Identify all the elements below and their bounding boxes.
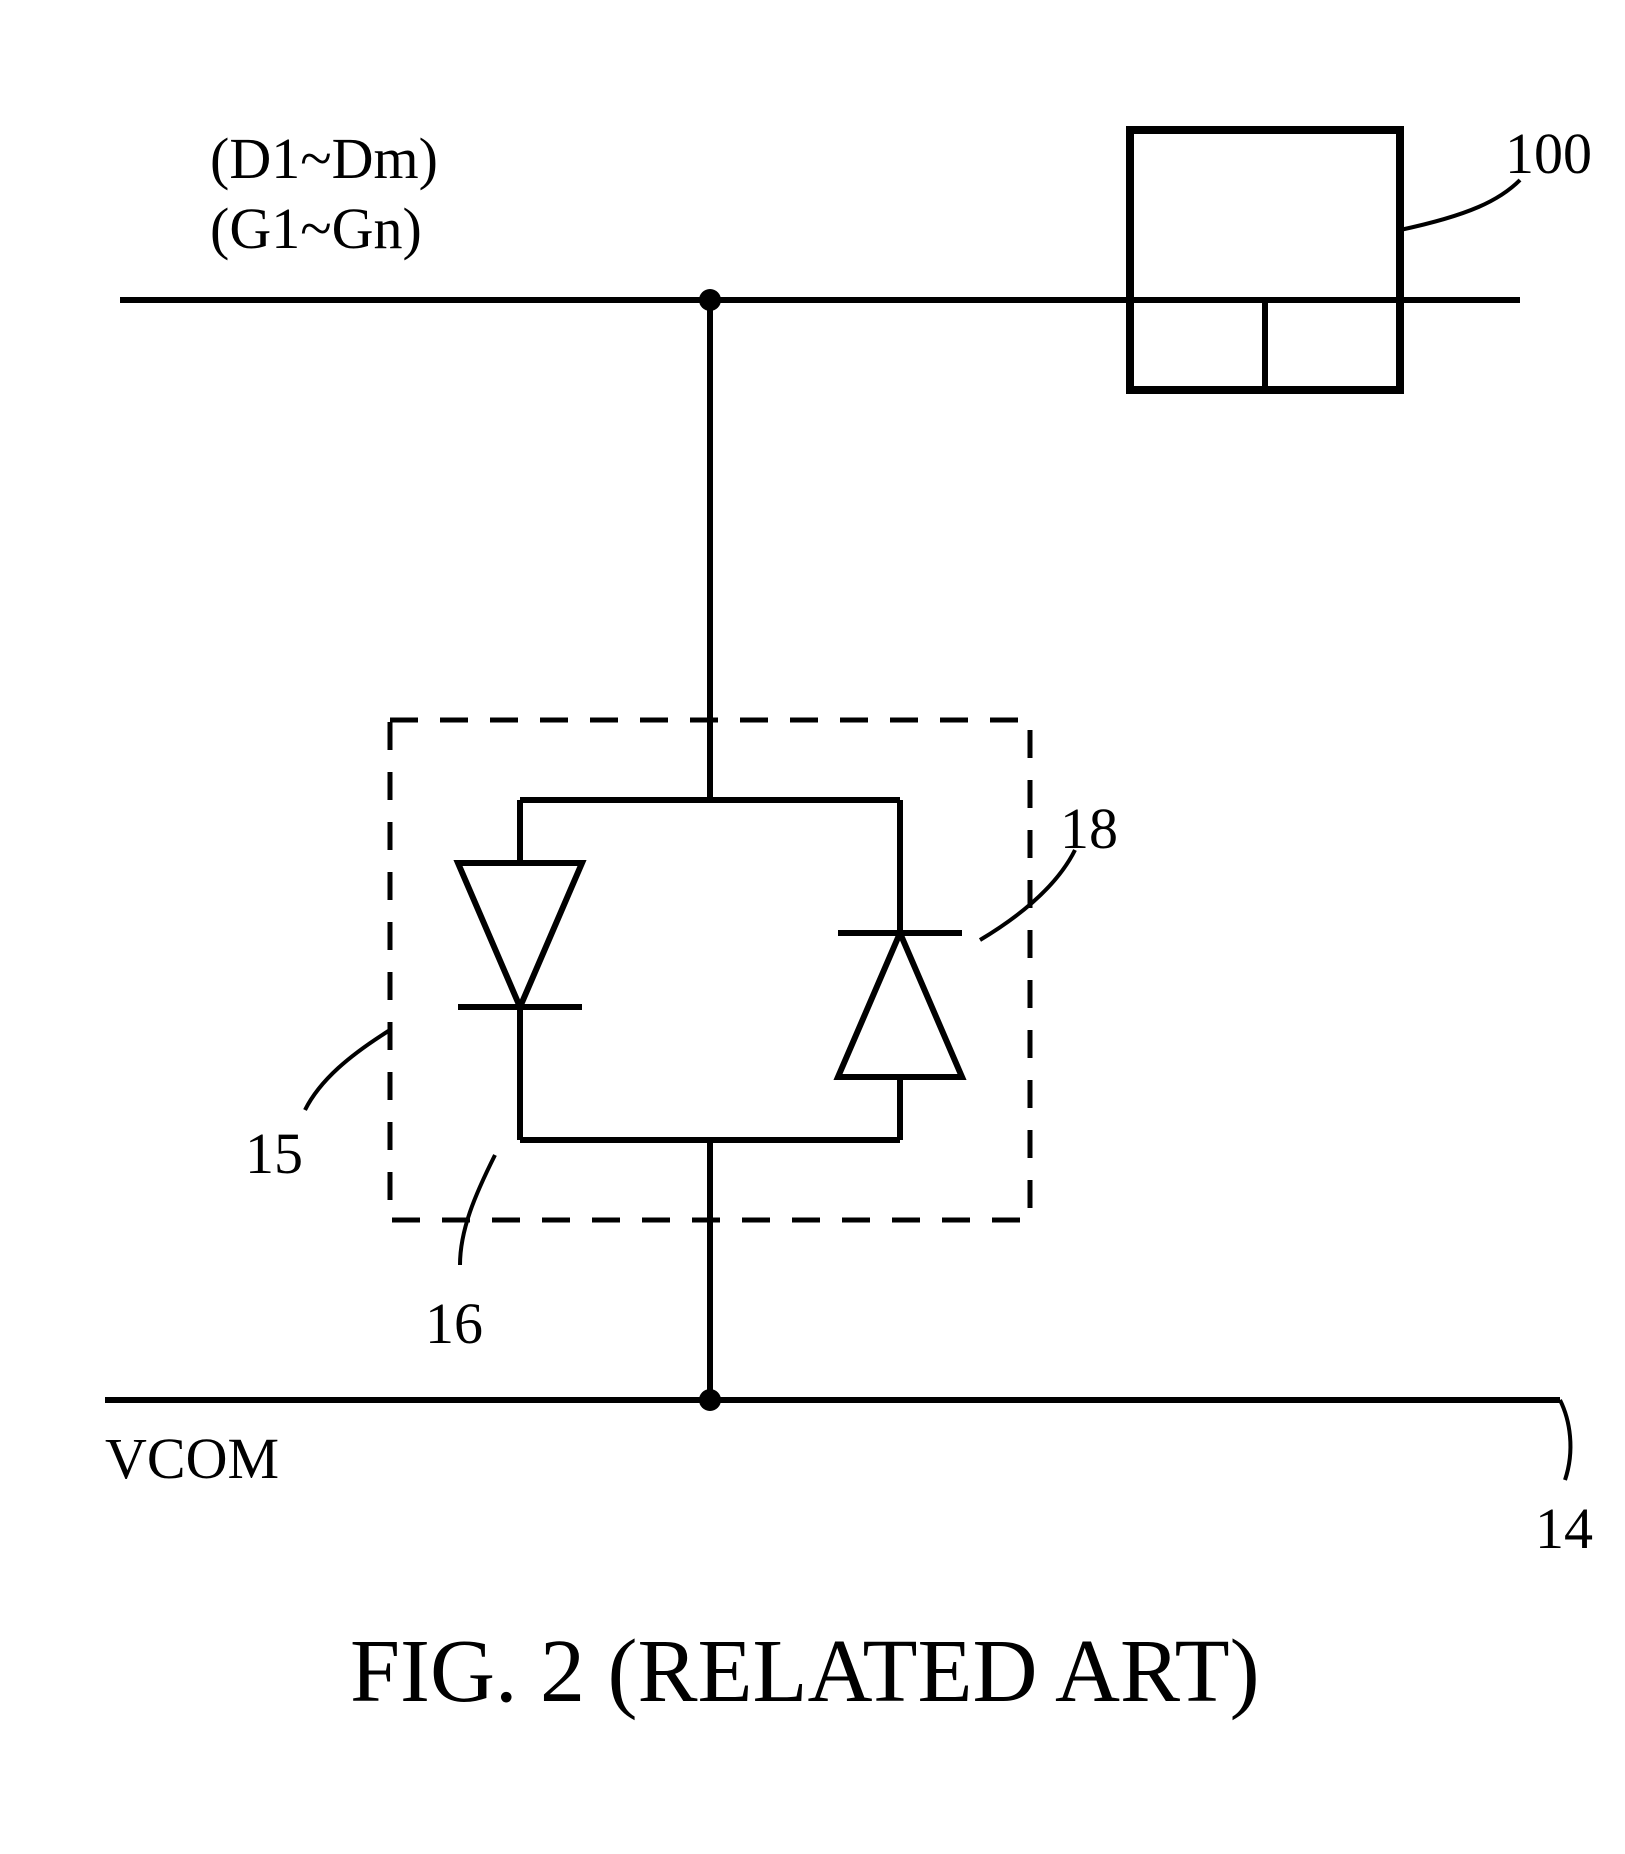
label-ref-100: 100 [1505, 120, 1592, 187]
leader-14 [1560, 1400, 1570, 1480]
diode-16 [458, 863, 582, 1007]
label-ref-18: 18 [1060, 795, 1118, 862]
label-vcom: VCOM [105, 1425, 279, 1492]
figure-caption: FIG. 2 (RELATED ART) [350, 1620, 1260, 1723]
label-ref-16: 16 [425, 1290, 483, 1357]
node-1 [699, 1389, 721, 1411]
label-signal-bottom: (G1~Gn) [210, 195, 422, 262]
node-0 [699, 289, 721, 311]
leader-100 [1400, 180, 1520, 230]
label-signal-top: (D1~Dm) [210, 125, 438, 192]
leader-16 [460, 1155, 495, 1265]
label-ref-15: 15 [245, 1120, 303, 1187]
label-ref-14: 14 [1535, 1495, 1593, 1562]
circuit-diagram [0, 0, 1625, 1854]
leader-15 [305, 1030, 390, 1110]
diode-18 [838, 933, 962, 1077]
